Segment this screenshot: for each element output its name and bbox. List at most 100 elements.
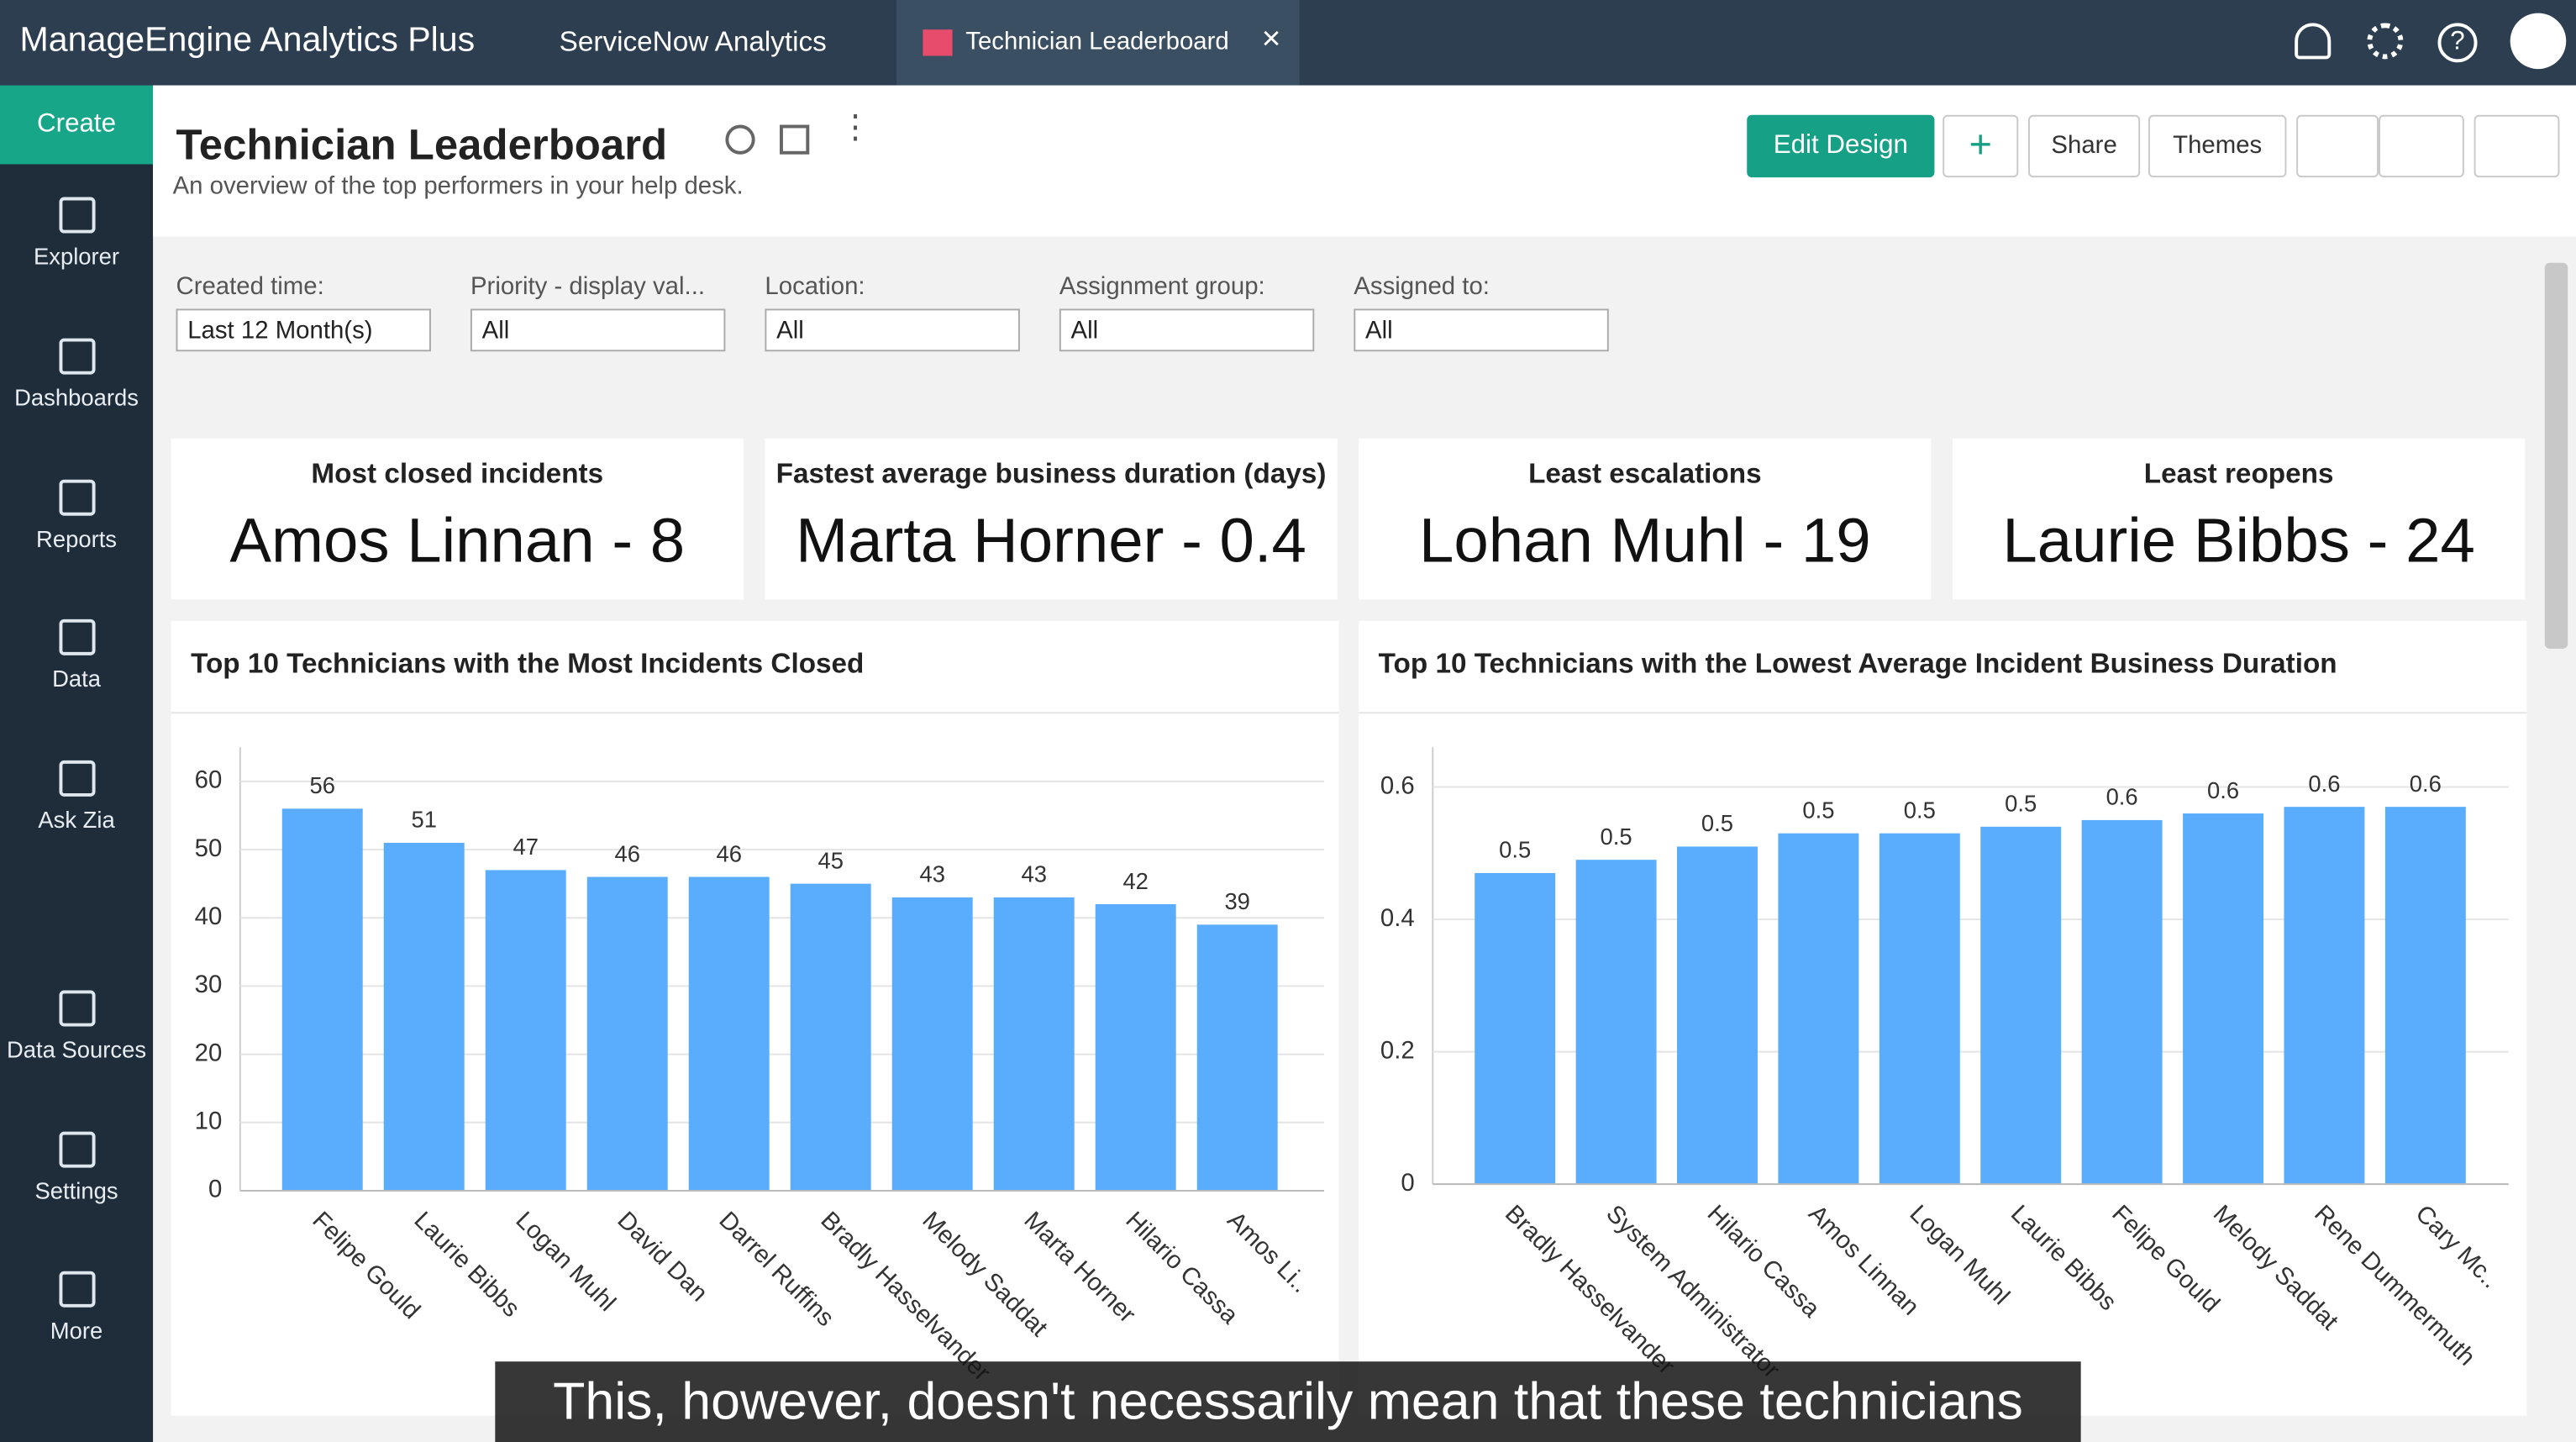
sidebar-item[interactable]: Ask Zia — [0, 760, 153, 833]
data-label: 0.6 — [2106, 784, 2138, 810]
settings[interactable] — [2367, 23, 2404, 60]
scrollbar[interactable] — [2544, 262, 2568, 650]
sidebar-icon — [58, 760, 95, 797]
sidebar-icon — [58, 618, 95, 655]
y-tick-label: 0.6 — [1380, 771, 1415, 799]
sidebar-label: Explorer — [33, 243, 120, 270]
x-tick-label: Logan Muhl — [1905, 1200, 2016, 1311]
bar — [1475, 872, 1556, 1185]
x-tick-label: Logan Muhl — [510, 1206, 621, 1317]
sidebar-item[interactable]: Data Sources — [0, 990, 153, 1063]
sidebar-label: Dashboards — [14, 384, 139, 411]
data-label: 39 — [1224, 888, 1249, 914]
sidebar-item[interactable]: Data — [0, 618, 153, 692]
bar — [383, 842, 465, 1191]
bar — [688, 876, 770, 1191]
sidebar-icon — [58, 338, 95, 375]
x-tick-label: Felipe Gould — [307, 1206, 425, 1324]
data-label: 47 — [513, 834, 538, 860]
bar — [790, 883, 871, 1191]
sidebar-label: More — [50, 1317, 103, 1344]
settings-button[interactable] — [2473, 114, 2560, 178]
data-label: 43 — [1021, 861, 1046, 887]
filter-label: Assignment group: — [1059, 272, 1265, 301]
bar — [281, 808, 363, 1191]
sidebar-icon — [58, 1131, 95, 1168]
sidebar-icon — [58, 990, 95, 1027]
bar — [2384, 807, 2466, 1185]
filter-select[interactable]: Last 12 Month(s) — [176, 308, 431, 352]
top-bar: ManageEngine Analytics Plus ServiceNow A… — [0, 0, 2576, 86]
x-tick-label: Laurie Bibbs — [408, 1206, 525, 1323]
filter-select[interactable]: All — [765, 308, 1020, 352]
tab[interactable]: Technician Leaderboard × — [896, 0, 1300, 86]
edit-design-button[interactable]: Edit Design — [1747, 114, 1935, 178]
share-button[interactable]: Share — [2028, 114, 2141, 178]
sidebar-item[interactable]: More — [0, 1271, 153, 1344]
data-label: 0.6 — [2410, 771, 2442, 797]
comment-button[interactable] — [2379, 114, 2464, 178]
brand: ManageEngine Analytics Plus — [19, 21, 476, 60]
bar — [1677, 846, 1758, 1185]
kpi-value: Marta Horner - 0.4 — [796, 507, 1306, 577]
sidebar-icon — [58, 197, 95, 234]
kpi-card: Least reopens Laurie Bibbs - 24 — [1952, 438, 2526, 600]
filter-label: Created time: — [176, 272, 324, 301]
sidebar-item[interactable]: Settings — [0, 1131, 153, 1204]
refresh[interactable] — [725, 124, 755, 155]
data-label: 51 — [411, 807, 436, 833]
y-tick-label: 0.2 — [1380, 1036, 1415, 1064]
y-tick-label: 0 — [208, 1176, 222, 1203]
data-label: 0.5 — [2005, 791, 2037, 817]
bar — [2081, 819, 2163, 1185]
y-tick-label: 30 — [195, 971, 223, 998]
filter-label: Assigned to: — [1354, 272, 1490, 301]
caption: This, however, doesn't necessarily mean … — [495, 1361, 2081, 1442]
bar — [1095, 903, 1176, 1191]
data-label: 0.6 — [2207, 777, 2239, 803]
bar — [1196, 924, 1278, 1191]
kpi-title: Least reopens — [2143, 458, 2334, 490]
data-label: 0.5 — [1904, 797, 1936, 824]
x-tick-label: Bradly Hasselvander — [815, 1206, 996, 1387]
kpi-title: Fastest average business duration (days) — [775, 458, 1327, 490]
y-tick-label: 10 — [195, 1108, 223, 1135]
y-tick-label: 20 — [195, 1039, 223, 1066]
kpi-card: Least escalations Lohan Muhl - 19 — [1359, 438, 1932, 600]
workspace-menu[interactable]: ServiceNow Analytics — [559, 26, 827, 58]
chart-title: Top 10 Technicians with the Lowest Avera… — [1379, 648, 2337, 679]
create-label: Create — [37, 109, 117, 139]
y-tick-label: 50 — [195, 834, 223, 862]
export-button[interactable] — [2296, 114, 2379, 178]
y-tick-label: 0 — [1401, 1169, 1414, 1197]
tab-close[interactable]: × — [1261, 21, 1281, 58]
avatar[interactable] — [2510, 13, 2567, 70]
kpi-value: Amos Linnan - 8 — [229, 507, 686, 577]
filter-select[interactable]: All — [1354, 308, 1609, 352]
kpi-value: Lohan Muhl - 19 — [1418, 507, 1871, 577]
help[interactable]: ? — [2437, 23, 2478, 63]
bar — [1980, 826, 2062, 1185]
bar — [586, 876, 668, 1191]
add-button[interactable]: + — [1943, 114, 2019, 178]
kpi-card: Fastest average business duration (days)… — [765, 438, 1338, 600]
filter-select[interactable]: All — [1059, 308, 1315, 352]
sidebar-item[interactable]: Dashboards — [0, 338, 153, 411]
sidebar-label: Settings — [34, 1177, 118, 1204]
create-button[interactable]: Create — [0, 85, 154, 165]
kpi-value: Laurie Bibbs - 24 — [2002, 507, 2475, 577]
sidebar-item[interactable]: Reports — [0, 479, 153, 552]
notifications[interactable] — [2295, 23, 2332, 60]
y-tick-label: 60 — [195, 766, 223, 794]
sidebar-item[interactable]: Explorer — [0, 197, 153, 270]
sidebar-label: Reports — [36, 525, 118, 552]
data-label: 0.5 — [1499, 837, 1531, 863]
filter-label: Priority - display val... — [470, 272, 706, 301]
filter-select[interactable]: All — [470, 308, 726, 352]
y-tick-label: 0.4 — [1380, 904, 1415, 932]
x-tick-label: Felipe Gould — [2106, 1200, 2225, 1318]
data-label: 0.5 — [1601, 824, 1632, 850]
themes-button[interactable]: Themes — [2148, 114, 2287, 178]
save[interactable] — [780, 124, 810, 155]
